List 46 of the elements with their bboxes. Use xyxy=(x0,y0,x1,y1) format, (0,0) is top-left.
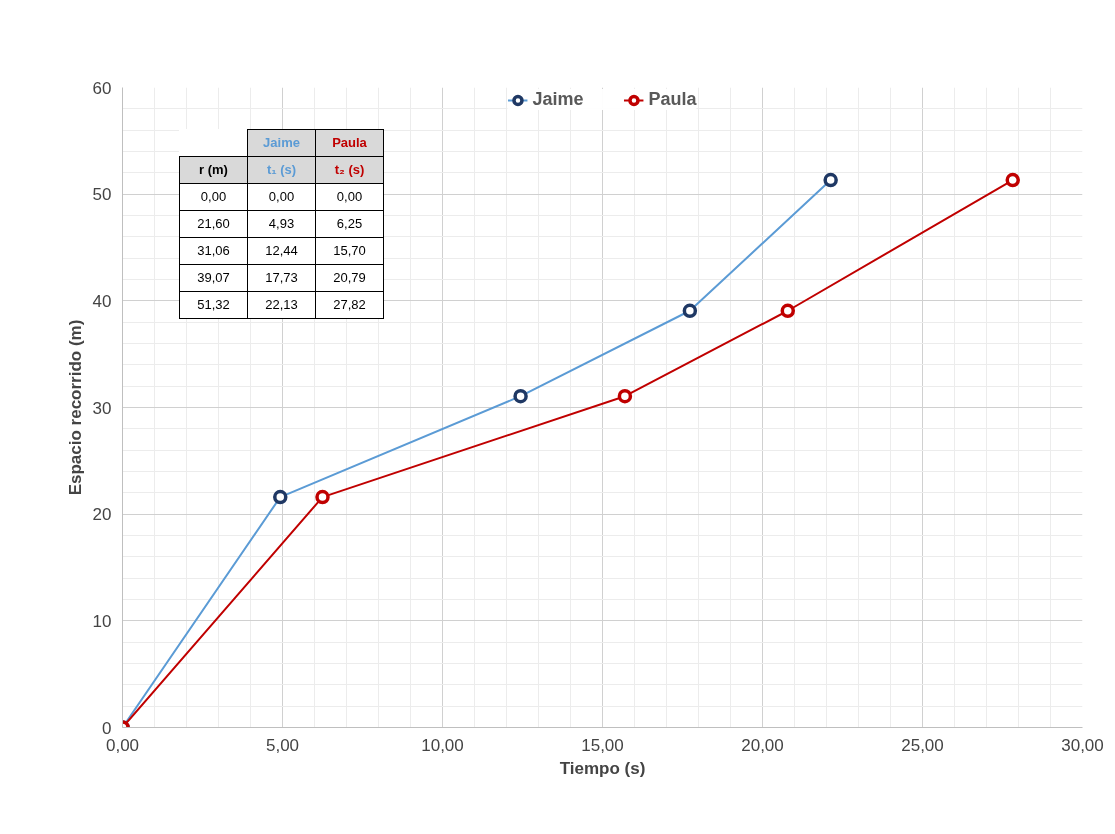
y-tick-label: 60 xyxy=(92,78,112,98)
x-tick-label: 10,00 xyxy=(421,735,464,755)
annotation: 21,60 xyxy=(179,210,248,238)
point xyxy=(273,489,288,505)
point xyxy=(513,388,528,404)
text: Jaime xyxy=(263,134,300,150)
y-tick-label: 10 xyxy=(92,611,112,631)
annotation: 6,25 xyxy=(315,210,384,238)
point xyxy=(1005,172,1020,188)
annotation: r (m) xyxy=(179,156,248,184)
x-tick-label: 5,00 xyxy=(265,735,300,755)
text: Paula xyxy=(332,134,367,150)
annotation: 20,79 xyxy=(315,264,384,292)
point xyxy=(823,172,838,188)
x-tick-label: 20,00 xyxy=(741,735,784,755)
annotation: 15,70 xyxy=(315,237,384,265)
point xyxy=(780,303,796,318)
y-tick-label: 0 xyxy=(102,718,112,738)
point xyxy=(315,489,330,505)
annotation: 51,32 xyxy=(179,291,248,319)
x-tick-label: 0,00 xyxy=(105,735,140,755)
x-tick-label: 15,00 xyxy=(581,735,624,755)
annotation: t₁ (s) xyxy=(247,156,316,184)
x-tick-label: 25,00 xyxy=(901,735,944,755)
point xyxy=(617,388,633,404)
legend-label: Jaime xyxy=(532,89,584,110)
annotation: 12,44 xyxy=(247,237,316,265)
x-tick-label: 30,00 xyxy=(1061,735,1104,755)
y-axis-title: Espacio recorrido (m) xyxy=(65,319,85,496)
annotation: 27,82 xyxy=(315,291,384,319)
point xyxy=(682,303,698,318)
annotation: 39,07 xyxy=(179,264,248,292)
annotation: 31,06 xyxy=(179,237,248,265)
legend-label: Paula xyxy=(648,89,697,110)
annotation: 0,00 xyxy=(315,183,384,211)
annotation: 0,00 xyxy=(247,183,316,211)
y-tick-label: 30 xyxy=(92,398,112,418)
x-axis-title: Tiempo (s) xyxy=(559,758,646,778)
y-tick-label: 40 xyxy=(92,291,112,311)
y-tick-label: 50 xyxy=(92,185,112,205)
annotation: 17,73 xyxy=(247,264,316,292)
y-tick-label: 20 xyxy=(92,505,112,525)
annotation: 0,00 xyxy=(179,183,248,211)
annotation: 4,93 xyxy=(247,210,316,238)
annotation: 22,13 xyxy=(247,291,316,319)
annotation: t₂ (s) xyxy=(315,156,384,184)
